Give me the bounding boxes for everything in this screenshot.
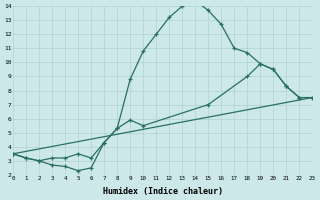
X-axis label: Humidex (Indice chaleur): Humidex (Indice chaleur) (103, 187, 223, 196)
